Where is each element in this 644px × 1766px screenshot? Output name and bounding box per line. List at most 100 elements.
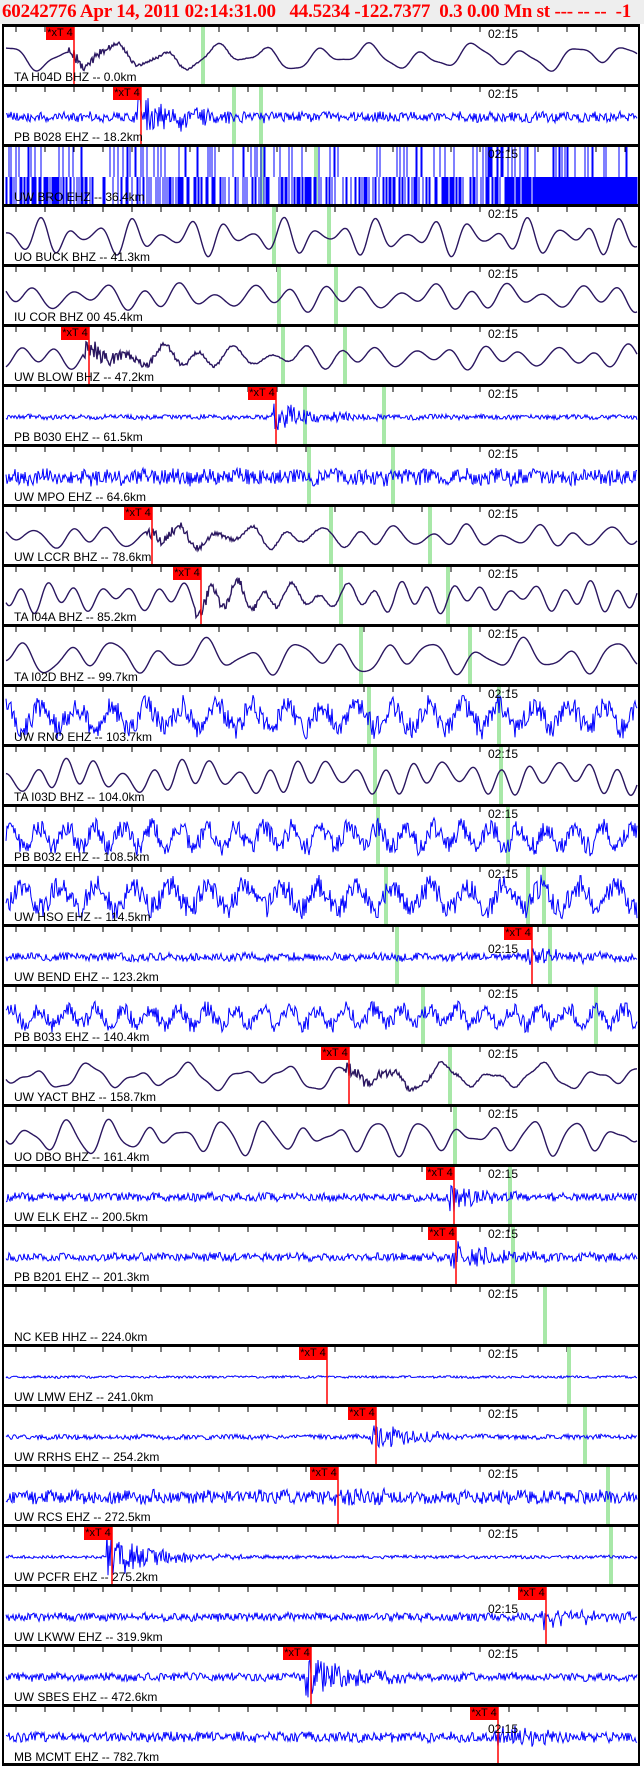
time-label: 02:15 — [488, 147, 519, 161]
phase-pick-flag[interactable]: *xT 4 — [61, 327, 89, 340]
station-panel[interactable]: 02:15 TA I03D BHZ -- 104.0km — [2, 744, 640, 804]
station-panel[interactable]: 02:15 *xT 4 UW LKWW EHZ -- 319.9km — [2, 1584, 640, 1644]
station-panel[interactable]: 02:15 *xT 4 UW PCFR EHZ -- 275.2km — [2, 1524, 640, 1584]
waveform-trace — [5, 41, 638, 72]
station-panel[interactable]: 02:15 *xT 4 TA H04D BHZ -- 0.0km — [2, 24, 640, 84]
station-panel[interactable]: 02:15 *xT 4 PB B028 EHZ -- 18.2km — [2, 84, 640, 144]
waveform-trace — [5, 1725, 638, 1747]
time-label: 02:15 — [488, 1467, 519, 1481]
station-panel[interactable]: 02:15 *xT 4 UW SBES EHZ -- 472.6km — [2, 1644, 640, 1704]
trace-plot — [5, 747, 638, 804]
time-label: 02:15 — [488, 1527, 519, 1541]
station-label: PB B201 EHZ -- 201.3km — [14, 1270, 150, 1284]
predicted-arrival-marker — [583, 1407, 587, 1464]
station-panel[interactable]: 02:15 UO BUCK BHZ -- 41.3km — [2, 204, 640, 264]
phase-pick-flag[interactable]: *xT 4 — [518, 1587, 546, 1600]
waveform-trace — [6, 93, 638, 132]
time-label: 02:15 — [488, 327, 519, 341]
predicted-arrival-marker — [373, 747, 377, 804]
station-panel[interactable]: 02:15 *xT 4 UW ELK EHZ -- 200.5km — [2, 1164, 640, 1224]
phase-pick-flag[interactable]: *xT 4 — [124, 507, 152, 520]
trace-plot — [6, 87, 638, 144]
time-label: 02:15 — [488, 1167, 519, 1181]
predicted-arrival-marker — [272, 207, 276, 264]
station-label: TA I03D BHZ -- 104.0km — [14, 790, 145, 804]
station-panel[interactable]: 02:15 UW BRO EHZ -- 36.4km — [2, 144, 640, 204]
station-panel[interactable]: 02:15 UW MPO EHZ -- 64.6km — [2, 444, 640, 504]
phase-pick-flag[interactable]: *xT 4 — [173, 567, 201, 580]
predicted-arrival-marker — [232, 87, 236, 144]
phase-pick-flag[interactable]: *xT 4 — [299, 1347, 327, 1360]
station-panel[interactable]: 02:15 IU COR BHZ 00 45.4km — [2, 264, 640, 324]
station-panel[interactable]: 02:15 *xT 4 UW LMW EHZ -- 241.0km — [2, 1344, 640, 1404]
waveform-trace — [5, 948, 638, 966]
trace-plot — [5, 507, 638, 564]
station-panel[interactable]: 02:15 *xT 4 TA I04A BHZ -- 85.2km — [2, 564, 640, 624]
station-label: UW LKWW EHZ -- 319.9km — [14, 1630, 163, 1644]
predicted-arrival-marker — [526, 867, 530, 924]
station-panel[interactable]: 02:15 PB B032 EHZ -- 108.5km — [2, 804, 640, 864]
phase-pick-flag[interactable]: *xT 4 — [504, 927, 532, 940]
station-panel[interactable]: 02:15 *xT 4 PB B201 EHZ -- 201.3km — [2, 1224, 640, 1284]
phase-pick-flag[interactable]: *xT 4 — [283, 1647, 311, 1660]
time-label: 02:15 — [488, 267, 519, 281]
station-panel[interactable]: 02:15 *xT 4 UW LCCR BHZ -- 78.6km — [2, 504, 640, 564]
trace-plot — [5, 687, 638, 744]
phase-pick-flag[interactable]: *xT 4 — [348, 1407, 376, 1420]
trace-plot — [5, 327, 638, 384]
time-label: 02:15 — [488, 1407, 519, 1421]
trace-plot — [5, 1227, 638, 1284]
phase-pick-flag[interactable]: *xT 4 — [113, 87, 141, 100]
station-panel[interactable]: 02:15 *xT 4 MB MCMT EHZ -- 782.7km — [2, 1704, 640, 1764]
trace-plot — [5, 1647, 638, 1704]
station-label: TA I02D BHZ -- 99.7km — [14, 670, 138, 684]
station-panel[interactable]: 02:15 UW HSO EHZ -- 114.5km — [2, 864, 640, 924]
phase-pick-flag[interactable]: *xT 4 — [470, 1707, 498, 1720]
station-label: UW ELK EHZ -- 200.5km — [14, 1210, 149, 1224]
station-panel[interactable]: 02:15 UW RNO EHZ -- 103.7km — [2, 684, 640, 744]
phase-pick-flag[interactable]: *xT 4 — [426, 1167, 454, 1180]
time-label: 02:15 — [488, 1722, 519, 1736]
station-panel[interactable]: 02:15 NC KEB HHZ -- 224.0km — [2, 1284, 640, 1344]
phase-pick-flag[interactable]: *xT 4 — [428, 1227, 456, 1240]
station-panel[interactable]: 02:15 *xT 4 UW RRHS EHZ -- 254.2km — [2, 1404, 640, 1464]
waveform-trace — [5, 522, 638, 553]
station-label: UW PCFR EHZ -- 275.2km — [14, 1570, 159, 1584]
trace-plot — [5, 927, 638, 984]
phase-pick-flag[interactable]: *xT 4 — [46, 27, 74, 40]
waveform-trace — [5, 340, 638, 371]
predicted-arrival-marker — [343, 327, 347, 384]
time-label: 02:15 — [488, 387, 519, 401]
station-panel[interactable]: 02:15 *xT 4 UW BLOW BHZ -- 47.2km — [2, 324, 640, 384]
station-panel[interactable]: 02:15 *xT 4 UW YACT BHZ -- 158.7km — [2, 1044, 640, 1104]
station-panel[interactable]: 02:15 UO DBO BHZ -- 161.4km — [2, 1104, 640, 1164]
waveform-trace — [5, 1000, 638, 1034]
phase-pick-flag[interactable]: *xT 4 — [84, 1527, 112, 1540]
phase-pick-flag[interactable]: *xT 4 — [248, 387, 276, 400]
waveform-trace — [5, 1658, 638, 1698]
predicted-arrival-marker — [391, 447, 395, 504]
predicted-arrival-marker — [453, 1107, 457, 1164]
waveform-trace — [5, 874, 638, 921]
time-label: 02:15 — [488, 942, 519, 956]
phase-pick-flag[interactable]: *xT 4 — [310, 1467, 338, 1480]
predicted-arrival-marker — [446, 567, 450, 624]
time-label: 02:15 — [488, 1647, 519, 1661]
station-label: PB B032 EHZ -- 108.5km — [14, 850, 150, 864]
predicted-arrival-marker — [376, 807, 380, 864]
waveform-trace — [5, 576, 638, 620]
station-panel[interactable]: 02:15 PB B033 EHZ -- 140.4km — [2, 984, 640, 1044]
trace-plot — [5, 987, 638, 1044]
trace-plot — [5, 27, 638, 84]
station-panel[interactable]: 02:15 *xT 4 UW BEND EHZ -- 123.2km — [2, 924, 640, 984]
trace-plot — [5, 447, 638, 504]
trace-plot — [5, 807, 638, 864]
time-label: 02:15 — [488, 447, 519, 461]
phase-pick-flag[interactable]: *xT 4 — [321, 1047, 349, 1060]
station-panel[interactable]: 02:15 *xT 4 PB B030 EHZ -- 61.5km — [2, 384, 640, 444]
station-panel[interactable]: 02:15 TA I02D BHZ -- 99.7km — [2, 624, 640, 684]
trace-plot — [5, 267, 638, 324]
station-panel[interactable]: 02:15 *xT 4 UW RCS EHZ -- 272.5km — [2, 1464, 640, 1524]
predicted-arrival-marker — [314, 147, 318, 204]
trace-plot — [5, 567, 638, 624]
